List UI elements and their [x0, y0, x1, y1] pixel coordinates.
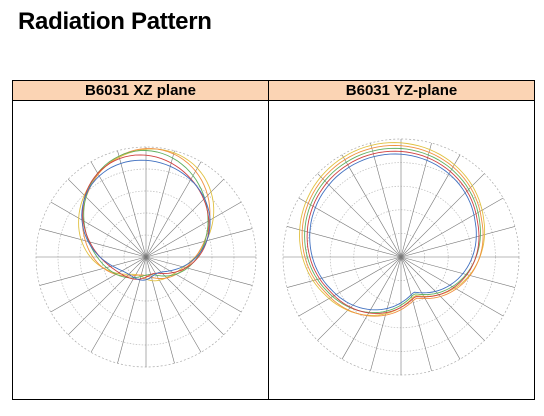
grid-spoke: [145, 256, 202, 353]
plot-cell: [12, 100, 269, 400]
grid-spoke: [298, 256, 402, 317]
grid-spoke: [90, 256, 147, 353]
grid-spoke: [400, 256, 485, 341]
grid-spoke: [317, 173, 402, 258]
grid-spoke: [286, 226, 402, 258]
pattern-curve: [78, 148, 215, 282]
grid-spoke: [400, 226, 516, 258]
grid-spoke: [317, 256, 402, 341]
grid-spoke: [117, 256, 147, 364]
grid-spoke: [145, 179, 224, 258]
pattern-curve: [306, 150, 480, 314]
pattern-curve: [82, 154, 210, 280]
grid-spoke: [39, 256, 147, 286]
pattern-table: B6031 XZ plane B6031 YZ-plane: [12, 80, 535, 400]
grid-spoke: [145, 256, 253, 286]
grid-spoke: [370, 142, 402, 258]
grid-spoke: [145, 256, 242, 313]
grid-spoke: [145, 256, 224, 335]
pattern-curve: [81, 159, 211, 281]
column-header: B6031 YZ-plane: [268, 80, 535, 101]
grid-spoke: [400, 154, 461, 258]
grid-spoke: [400, 256, 432, 372]
polar-plot: [35, 146, 257, 368]
pattern-curve: [309, 153, 477, 311]
header-row: B6031 XZ plane B6031 YZ-plane: [12, 80, 535, 101]
polar-plot: [282, 138, 520, 376]
grid-spoke: [400, 142, 432, 258]
pattern-curve: [81, 148, 211, 279]
grid-spoke: [145, 161, 202, 258]
grid-spoke: [298, 197, 402, 258]
pattern-curve: [301, 144, 484, 317]
grid-spoke: [400, 197, 504, 258]
grid-spoke: [90, 161, 147, 258]
plot-cell: [268, 100, 535, 400]
plot-row: [12, 100, 535, 400]
pattern-curve: [83, 150, 209, 279]
pattern-curve: [304, 147, 481, 314]
column-header: B6031 XZ plane: [12, 80, 269, 101]
grid-spoke: [341, 154, 402, 258]
grid-spoke: [50, 201, 147, 258]
grid-spoke: [50, 256, 147, 313]
grid-spoke: [117, 150, 147, 258]
grid-spoke: [68, 256, 147, 335]
grid-spoke: [286, 256, 402, 288]
grid-spoke: [145, 228, 253, 258]
page-title: Radiation Pattern: [18, 8, 212, 35]
grid-spoke: [400, 173, 485, 258]
grid-spoke: [400, 256, 461, 360]
grid-spoke: [39, 228, 147, 258]
grid-spoke: [145, 201, 242, 258]
grid-spoke: [400, 256, 516, 288]
grid-spoke: [68, 179, 147, 258]
grid-spoke: [145, 150, 175, 258]
grid-spoke: [341, 256, 402, 360]
